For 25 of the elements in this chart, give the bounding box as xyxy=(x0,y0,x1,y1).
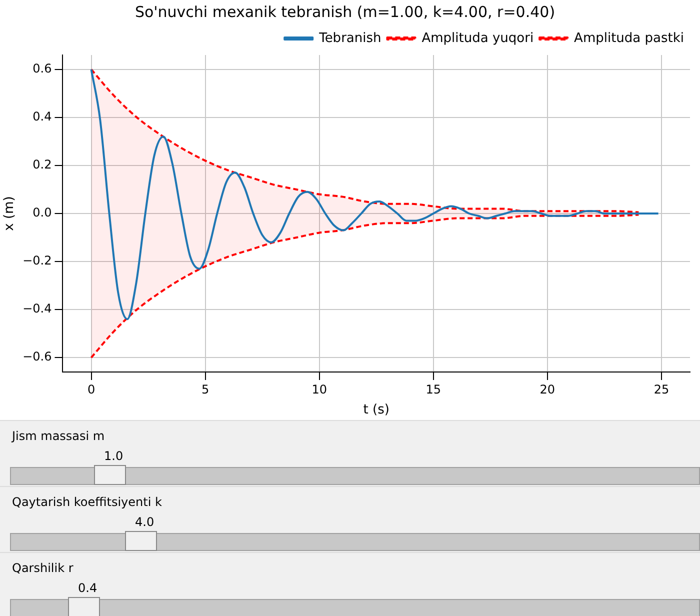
y-tick-label: −0.4 xyxy=(22,302,52,316)
text: 0.4 xyxy=(78,581,98,595)
x-tick-label: 5 xyxy=(201,382,210,396)
text: Jism massasi m xyxy=(12,429,105,443)
text: Qaytarish koeffitsiyenti k xyxy=(12,495,162,509)
legend-label: Tebranish xyxy=(318,30,382,46)
y-tick-label: 0.4 xyxy=(32,110,52,124)
chart-title: So'nuvchi mexanik tebranish (m=1.00, k=4.00, r=0.40) xyxy=(134,2,556,21)
y-tick-label: −0.6 xyxy=(22,350,52,364)
x-tick-label: 25 xyxy=(654,382,670,396)
x-tick-label: 15 xyxy=(426,382,442,396)
x-tick-label: 10 xyxy=(312,382,327,396)
x-tick-label: 20 xyxy=(540,382,556,396)
legend-label: Amplituda pastki xyxy=(574,30,684,46)
text: 1.0 xyxy=(104,449,124,463)
y-tick-label: −0.2 xyxy=(22,254,52,268)
text: Qarshilik r xyxy=(12,561,74,575)
y-tick-label: 0.0 xyxy=(32,206,52,220)
y-tick-label: 0.6 xyxy=(32,62,52,76)
x-tick-label: 0 xyxy=(87,382,96,396)
x-axis-title: t (s) xyxy=(363,402,390,418)
legend-label: Amplituda yuqori xyxy=(422,30,534,46)
y-axis-title: x (m) xyxy=(2,196,18,231)
text: 4.0 xyxy=(135,515,154,529)
y-tick-label: 0.2 xyxy=(32,158,52,172)
